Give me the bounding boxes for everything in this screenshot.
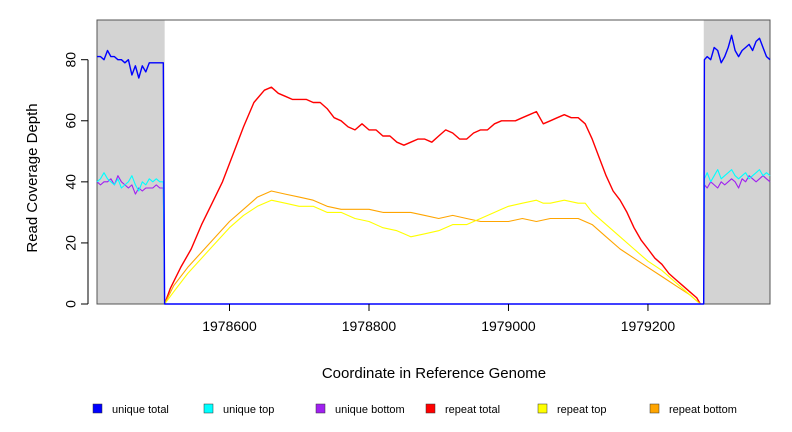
legend-swatch xyxy=(92,403,103,414)
x-tick-label: 1978600 xyxy=(202,318,257,334)
y-tick-label: 80 xyxy=(63,52,79,68)
legend-swatch xyxy=(537,403,548,414)
y-tick-label: 60 xyxy=(63,113,79,129)
shaded-region-1 xyxy=(703,20,770,304)
legend-label: repeat top xyxy=(557,404,607,416)
series-line-unique-top xyxy=(96,169,771,305)
legend: unique total unique top unique bottom repea… xyxy=(92,403,737,416)
legend-label: unique total xyxy=(112,404,169,416)
legend-label: repeat bottom xyxy=(669,404,737,416)
series-line-repeat-total xyxy=(163,86,701,305)
series-line-unique-total xyxy=(97,34,771,305)
y-axis-label: Read Coverage Depth xyxy=(24,103,41,252)
y-tick-label: 20 xyxy=(63,235,79,251)
series-line-repeat-top xyxy=(164,199,701,305)
legend-swatch xyxy=(425,403,436,414)
series-lines xyxy=(96,34,771,305)
legend-swatch xyxy=(315,403,326,414)
legend-label: repeat total xyxy=(445,404,500,416)
y-axis: 0 20 40 60 80 xyxy=(63,52,89,308)
series-line-unique-bottom xyxy=(96,175,771,305)
legend-label: unique top xyxy=(223,404,274,416)
series-line-repeat-bottom xyxy=(164,190,701,305)
y-tick-label: 0 xyxy=(63,300,79,308)
x-axis: 1978600 1978800 1979000 1979200 xyxy=(202,304,675,334)
x-tick-label: 1979000 xyxy=(481,318,536,334)
x-axis-label: Coordinate in Reference Genome xyxy=(322,365,546,382)
y-tick-label: 40 xyxy=(63,174,79,190)
legend-label: unique bottom xyxy=(335,404,405,416)
legend-swatch xyxy=(203,403,214,414)
legend-swatch xyxy=(649,403,660,414)
x-tick-label: 1978800 xyxy=(342,318,397,334)
x-tick-label: 1979200 xyxy=(621,318,676,334)
